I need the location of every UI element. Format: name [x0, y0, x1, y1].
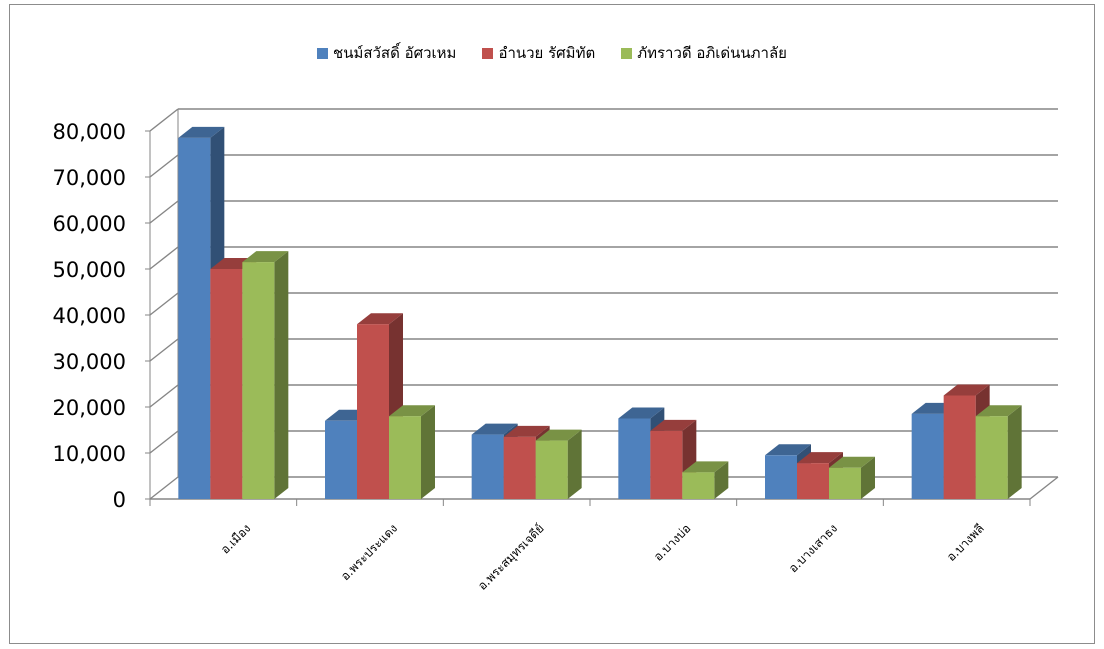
bar [911, 413, 944, 499]
gridline-depth [149, 154, 179, 178]
floor-edge [1029, 476, 1059, 500]
bar-top [357, 313, 403, 325]
bar-top [242, 251, 289, 263]
bar-top [975, 405, 1022, 417]
y-tick-label: 60,000 [53, 212, 126, 236]
gridline-depth [149, 384, 179, 408]
gridline-depth [149, 200, 179, 224]
bar [943, 395, 976, 499]
y-tick-label: 0 [113, 488, 126, 512]
bar-top [943, 384, 990, 396]
bar [389, 416, 421, 499]
bar [618, 418, 651, 499]
bar [682, 472, 715, 499]
x-tick-label: อ.พระประแดง [338, 521, 400, 583]
bar-top [471, 423, 518, 435]
gridline-depth [149, 246, 179, 270]
bar [471, 434, 504, 499]
bar-side [567, 429, 582, 499]
legend-item-series-3: ภัทราวดี อภิเด่นนภาลัย [621, 41, 787, 65]
gridline-depth [149, 108, 179, 132]
x-tick-label: อ.บางบ่อ [651, 521, 693, 563]
bar-top [797, 452, 843, 464]
bar [535, 440, 568, 499]
x-tick-label: อ.พระสมุทรเจดีย์ [475, 521, 547, 593]
bar-top [178, 126, 225, 138]
bar [829, 467, 861, 499]
bar-top [389, 405, 435, 417]
bar-top [829, 456, 875, 468]
bar-side [714, 461, 729, 499]
bar-side [421, 405, 435, 499]
legend-swatch-series-1 [317, 47, 329, 59]
bar-top [618, 407, 665, 419]
legend: ชนม์สวัสดิ์ อัศวเหม อำนวย รัศมิทัต ภัทรา… [10, 41, 1094, 65]
bar [650, 430, 683, 499]
bar [325, 420, 357, 499]
bar-top [650, 419, 697, 431]
legend-label-series-3: ภัทราวดี อภิเด่นนภาลัย [637, 44, 787, 62]
y-tick-label: 10,000 [53, 442, 126, 466]
x-tick-label: อ.บางเสาธง [786, 521, 840, 575]
legend-label-series-1: ชนม์สวัสดิ์ อัศวเหม [333, 44, 457, 62]
bar [503, 436, 536, 499]
x-tick-label: อ.เมือง [218, 521, 253, 556]
bar [242, 262, 275, 499]
y-tick-label: 20,000 [53, 396, 126, 420]
bar-top [682, 461, 729, 473]
legend-item-series-1: ชนม์สวัสดิ์ อัศวเหม [317, 41, 456, 65]
y-tick-label: 80,000 [53, 120, 126, 144]
gridline-depth [149, 292, 179, 316]
bar-top [535, 429, 582, 441]
bar [765, 455, 797, 499]
bar [178, 137, 211, 499]
bar-side [1007, 405, 1022, 499]
legend-item-series-2: อำนวย รัศมิทัต [482, 41, 595, 65]
x-tick-label: อ.บางพลี [944, 521, 987, 564]
bar [210, 269, 243, 499]
legend-label-series-2: อำนวย รัศมิทัต [498, 44, 596, 62]
bar [975, 416, 1008, 499]
y-tick-label: 30,000 [53, 350, 126, 374]
legend-swatch-series-2 [482, 47, 494, 59]
bar-top [765, 444, 811, 456]
bar-side [274, 251, 289, 499]
y-tick-label: 40,000 [53, 304, 126, 328]
y-tick-label: 50,000 [53, 258, 126, 282]
gridline-depth [149, 476, 179, 500]
y-tick-label: 70,000 [53, 166, 126, 190]
bar [797, 463, 829, 499]
bar-top [503, 425, 550, 437]
bar-side [861, 456, 875, 499]
bar [357, 324, 389, 499]
legend-swatch-series-3 [621, 47, 633, 59]
gridline-depth [149, 338, 179, 362]
gridline-depth [149, 430, 179, 454]
